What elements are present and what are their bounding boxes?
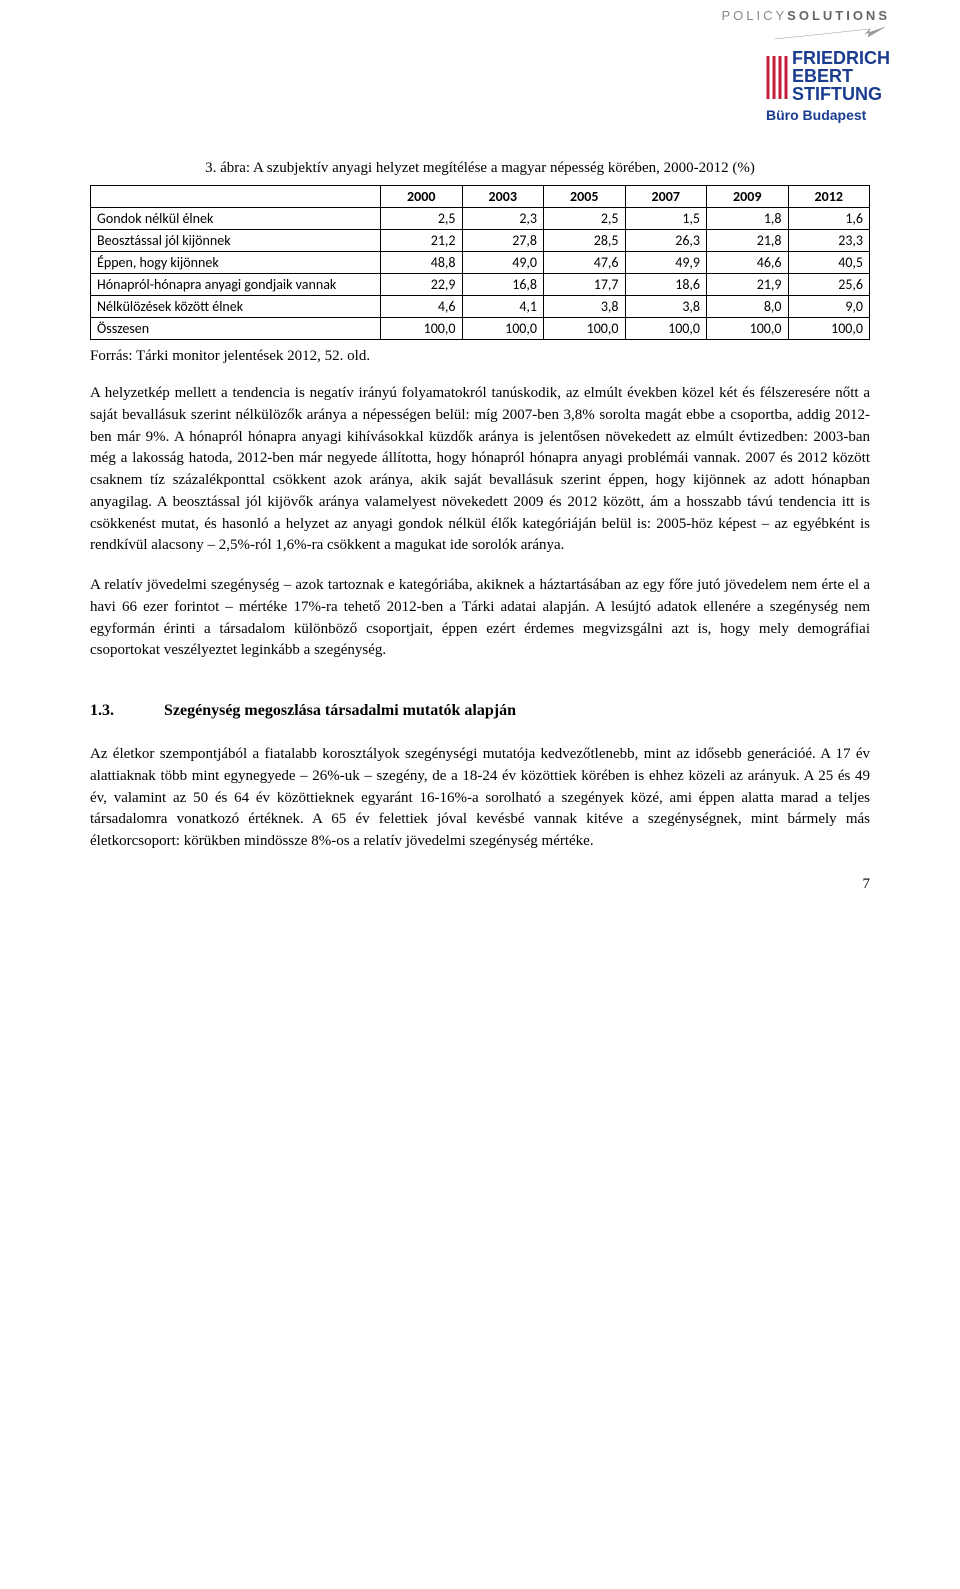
table-cell: 1,6 [788,208,870,230]
table-cell: Nélkülözések között élnek [91,296,381,318]
table-cell: 3,8 [625,296,707,318]
table-body: Gondok nélkül élnek2,52,32,51,51,81,6Beo… [91,208,870,340]
table-cell: 2,5 [381,208,463,230]
table-cell: 1,5 [625,208,707,230]
table-cell: 48,8 [381,252,463,274]
table-cell: Éppen, hogy kijönnek [91,252,381,274]
table-cell: 9,0 [788,296,870,318]
table-header-row: 2000 2003 2005 2007 2009 2012 [91,186,870,208]
figure-caption: 3. ábra: A szubjektív anyagi helyzet meg… [90,160,870,177]
data-table: 2000 2003 2005 2007 2009 2012 Gondok nél… [90,185,870,340]
policy-logo-bold: SOLUTIONS [787,8,890,23]
table-cell: 4,1 [462,296,544,318]
table-cell: 100,0 [462,318,544,340]
table-cell: 18,6 [625,274,707,296]
table-cell: 21,9 [707,274,789,296]
paragraph-2: A relatív jövedelmi szegénység – azok ta… [90,575,870,662]
table-row: Hónapról-hónapra anyagi gondjaik vannak2… [91,274,870,296]
table-row: Nélkülözések között élnek4,64,13,83,88,0… [91,296,870,318]
table-cell: 25,6 [788,274,870,296]
table-cell: 28,5 [544,230,626,252]
table-cell: 100,0 [544,318,626,340]
fes-lines-icon [766,51,788,101]
table-cell: 2,5 [544,208,626,230]
table-cell: 26,3 [625,230,707,252]
table-cell: 22,9 [381,274,463,296]
table-cell: 16,8 [462,274,544,296]
table-header: 2005 [544,186,626,208]
table-cell: Beosztással jól kijönnek [91,230,381,252]
table-cell: 3,8 [544,296,626,318]
table-cell: 21,2 [381,230,463,252]
table-cell: 100,0 [381,318,463,340]
page-number: 7 [863,876,871,893]
policy-solutions-logo: POLICYSOLUTIONS [721,8,890,23]
policy-logo-normal: POLICY [721,8,787,23]
table-cell: 8,0 [707,296,789,318]
table-cell: 23,3 [788,230,870,252]
page-content: 3. ábra: A szubjektív anyagi helyzet meg… [90,160,870,853]
table-cell: 21,8 [707,230,789,252]
fes-logo: FRIEDRICH EBERT STIFTUNG Büro Budapest [766,49,890,123]
figure-source: Forrás: Tárki monitor jelentések 2012, 5… [90,348,870,365]
table-cell: 49,0 [462,252,544,274]
table-cell: 2,3 [462,208,544,230]
fes-line1: FRIEDRICH [792,49,890,67]
table-cell: Összesen [91,318,381,340]
table-cell: 47,6 [544,252,626,274]
paragraph-1: A helyzetkép mellett a tendencia is nega… [90,383,870,557]
table-cell: 1,8 [707,208,789,230]
table-header: 2000 [381,186,463,208]
table-row: Gondok nélkül élnek2,52,32,51,51,81,6 [91,208,870,230]
table-cell: Gondok nélkül élnek [91,208,381,230]
table-cell: 100,0 [788,318,870,340]
section-heading: 1.3. Szegénység megoszlása társadalmi mu… [90,702,870,720]
fes-line3: STIFTUNG [792,85,890,103]
section-number: 1.3. [90,702,160,720]
table-cell: 49,9 [625,252,707,274]
fes-sub: Büro Budapest [766,107,890,123]
section-title: Szegénység megoszlása társadalmi mutatók… [164,702,516,719]
table-row: Éppen, hogy kijönnek48,849,047,649,946,6… [91,252,870,274]
table-cell: 27,8 [462,230,544,252]
table-cell: 40,5 [788,252,870,274]
figure-caption-prefix: 3. [205,160,216,176]
figure-caption-text: ábra: A szubjektív anyagi helyzet megíté… [220,160,755,176]
table-cell: 46,6 [707,252,789,274]
arrow-icon [770,25,890,43]
table-cell: 100,0 [707,318,789,340]
table-header: 2003 [462,186,544,208]
table-cell: 4,6 [381,296,463,318]
table-header: 2012 [788,186,870,208]
table-row: Beosztással jól kijönnek21,227,828,526,3… [91,230,870,252]
table-header [91,186,381,208]
table-header: 2007 [625,186,707,208]
table-cell: 100,0 [625,318,707,340]
header-logos: POLICYSOLUTIONS FRIEDRICH EBERT STIFTUNG… [721,8,890,125]
fes-line2: EBERT [792,67,890,85]
table-row: Összesen100,0100,0100,0100,0100,0100,0 [91,318,870,340]
table-cell: 17,7 [544,274,626,296]
table-cell: Hónapról-hónapra anyagi gondjaik vannak [91,274,381,296]
table-header: 2009 [707,186,789,208]
paragraph-3: Az életkor szempontjából a fiatalabb kor… [90,744,870,853]
